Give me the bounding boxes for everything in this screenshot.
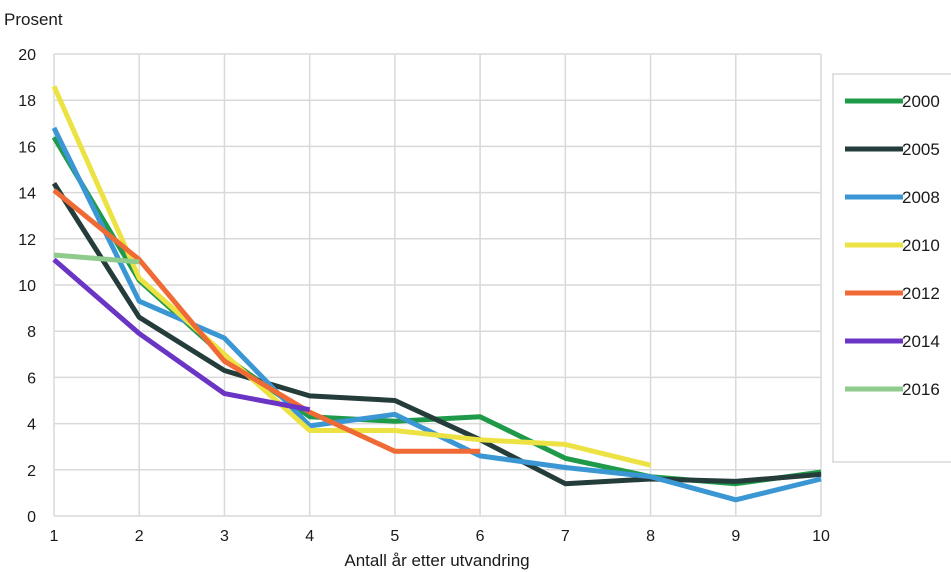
x-tick-label: 5 <box>390 528 399 545</box>
legend-item-2005: 2005 <box>845 140 940 159</box>
x-tick-label: 2 <box>135 528 144 545</box>
legend-item-2014: 2014 <box>845 332 940 351</box>
y-tick-label: 14 <box>18 186 36 203</box>
legend-item-2008: 2008 <box>845 188 940 207</box>
legend-label: 2014 <box>902 332 940 351</box>
x-axis-ticks: 1 2 3 4 5 6 7 8 9 10 <box>50 528 830 545</box>
series-line-2005 <box>51 182 822 487</box>
legend-label: 2008 <box>902 188 940 207</box>
series-lines <box>51 85 822 503</box>
legend-label: 2005 <box>902 140 940 159</box>
series-line-2000 <box>51 135 822 487</box>
legend-item-2012: 2012 <box>845 284 940 303</box>
x-tick-label: 10 <box>812 528 830 545</box>
x-tick-label: 7 <box>561 528 570 545</box>
y-tick-label: 10 <box>18 278 36 295</box>
x-axis-title: Antall år etter utvandring <box>344 551 529 570</box>
x-tick-label: 1 <box>50 528 59 545</box>
y-tick-label: 8 <box>27 324 36 341</box>
legend-item-2010: 2010 <box>845 236 940 255</box>
y-axis-title: Prosent <box>4 10 63 29</box>
y-tick-label: 2 <box>27 463 36 480</box>
y-tick-label: 20 <box>18 47 36 64</box>
legend-label: 2016 <box>902 380 940 399</box>
y-axis-ticks: 0 2 4 6 8 10 12 14 16 18 20 <box>18 47 36 526</box>
x-tick-label: 8 <box>646 528 655 545</box>
x-tick-label: 4 <box>305 528 314 545</box>
x-tick-label: 3 <box>220 528 229 545</box>
legend-items: 2000 2005 2008 2010 2012 2014 2016 <box>845 92 940 399</box>
legend-item-2000: 2000 <box>845 92 940 111</box>
y-tick-label: 4 <box>27 417 36 434</box>
legend-label: 2000 <box>902 92 940 111</box>
series-line-2016 <box>53 252 140 265</box>
series-line-2012 <box>52 188 481 454</box>
legend-item-2016: 2016 <box>845 380 940 399</box>
y-tick-label: 12 <box>18 232 36 249</box>
series-line-2014 <box>52 257 311 413</box>
series-line-2008 <box>51 126 822 503</box>
y-tick-label: 6 <box>27 370 36 387</box>
legend-frame <box>832 73 951 463</box>
x-tick-label: 9 <box>731 528 740 545</box>
legend: 2000 2005 2008 2010 2012 2014 2016 <box>832 73 951 463</box>
legend-label: 2010 <box>902 236 940 255</box>
legend-label: 2012 <box>902 284 940 303</box>
x-tick-label: 6 <box>476 528 485 545</box>
grid <box>53 53 822 517</box>
y-tick-label: 0 <box>27 509 36 526</box>
y-tick-label: 16 <box>18 139 36 156</box>
series-line-2010 <box>51 85 652 468</box>
y-tick-label: 18 <box>18 93 36 110</box>
